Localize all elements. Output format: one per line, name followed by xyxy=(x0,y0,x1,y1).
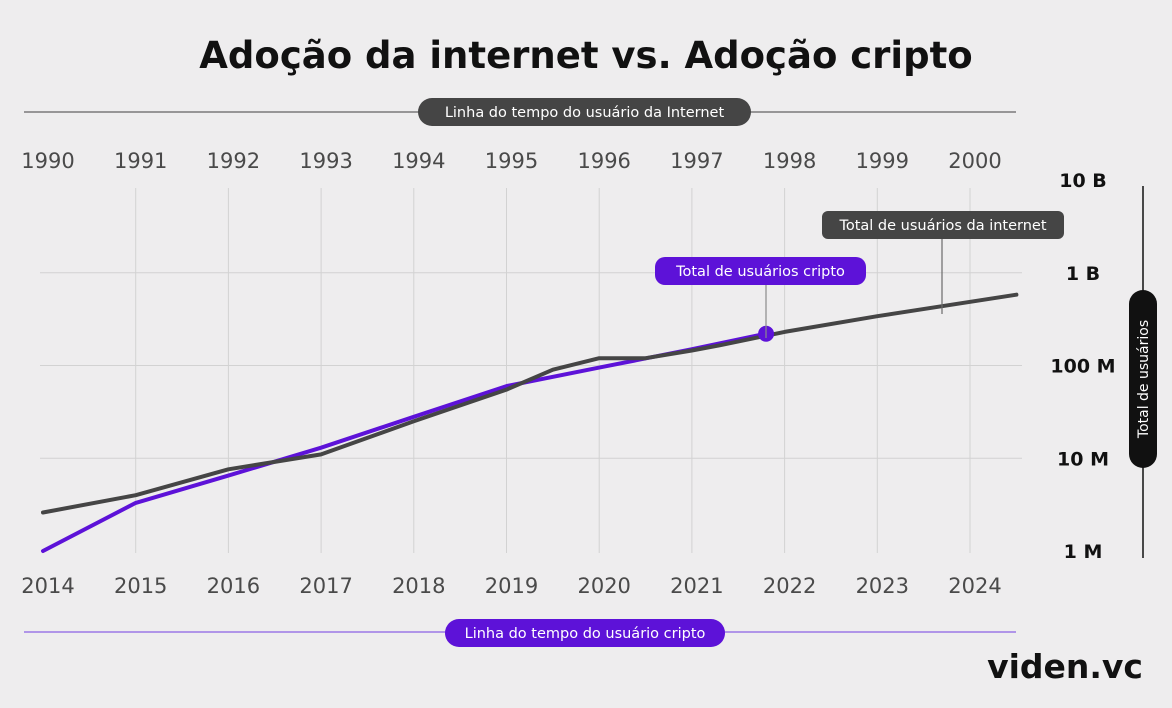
internet-year-1998: 1998 xyxy=(763,149,816,173)
internet-year-1996: 1996 xyxy=(577,149,630,173)
crypto-year-2014: 2014 xyxy=(21,574,74,598)
crypto-year-2020: 2020 xyxy=(577,574,630,598)
crypto-year-2023: 2023 xyxy=(856,574,909,598)
internet-year-1997: 1997 xyxy=(670,149,723,173)
crypto-year-2017: 2017 xyxy=(299,574,352,598)
grid xyxy=(40,188,1022,553)
y-tick-10b: 10 B xyxy=(1059,170,1107,192)
crypto-year-2024: 2024 xyxy=(948,574,1001,598)
internet-year-1990: 1990 xyxy=(21,149,74,173)
internet-year-1999: 1999 xyxy=(856,149,909,173)
internet-year-1994: 1994 xyxy=(392,149,445,173)
internet-year-1991: 1991 xyxy=(114,149,167,173)
chart-title: Adoção da internet vs. Adoção cripto xyxy=(199,34,972,77)
series-line-internet xyxy=(41,292,1019,515)
crypto-annotation-pill xyxy=(655,257,866,285)
crypto-year-2015: 2015 xyxy=(114,574,167,598)
crypto-timeline-label: Linha do tempo do usuário cripto xyxy=(465,626,706,642)
crypto-year-ticks: 2014 2015 2016 2017 2018 2019 2020 2021 2022 2023… xyxy=(21,574,1001,598)
y-tick-100m: 100 M xyxy=(1050,356,1115,378)
y-tick-1b: 1 B xyxy=(1066,263,1100,285)
y-axis-ticks: 1 M 10 M 100 M 1 B 10 B xyxy=(1050,170,1115,563)
internet-timeline-label: Linha do tempo do usuário da Internet xyxy=(445,105,725,121)
y-axis-label-pill xyxy=(1129,290,1157,468)
crypto-annotation-label: Total de usuários cripto xyxy=(675,264,845,280)
crypto-year-2016: 2016 xyxy=(207,574,260,598)
internet-year-1992: 1992 xyxy=(207,149,260,173)
internet-year-1995: 1995 xyxy=(485,149,538,173)
internet-year-2000: 2000 xyxy=(948,149,1001,173)
crypto-year-2018: 2018 xyxy=(392,574,445,598)
crypto-year-2022: 2022 xyxy=(763,574,816,598)
crypto-year-2021: 2021 xyxy=(670,574,723,598)
internet-annotation-label: Total de usuários da internet xyxy=(838,218,1046,234)
series-line-crypto xyxy=(41,331,769,553)
y-tick-10m: 10 M xyxy=(1057,448,1109,470)
crypto-timeline-pill xyxy=(445,619,725,647)
y-axis-label: Total de usuários xyxy=(1136,320,1152,439)
crypto-year-2019: 2019 xyxy=(485,574,538,598)
y-tick-1m: 1 M xyxy=(1064,541,1103,563)
viden-logo: viden.vc xyxy=(987,647,1143,686)
internet-year-ticks: 1990 1991 1992 1993 1994 1995 1996 1997 1998 1999… xyxy=(21,149,1001,173)
internet-timeline-pill xyxy=(418,98,751,126)
internet-annotation-pill xyxy=(822,211,1064,239)
internet-year-1993: 1993 xyxy=(299,149,352,173)
